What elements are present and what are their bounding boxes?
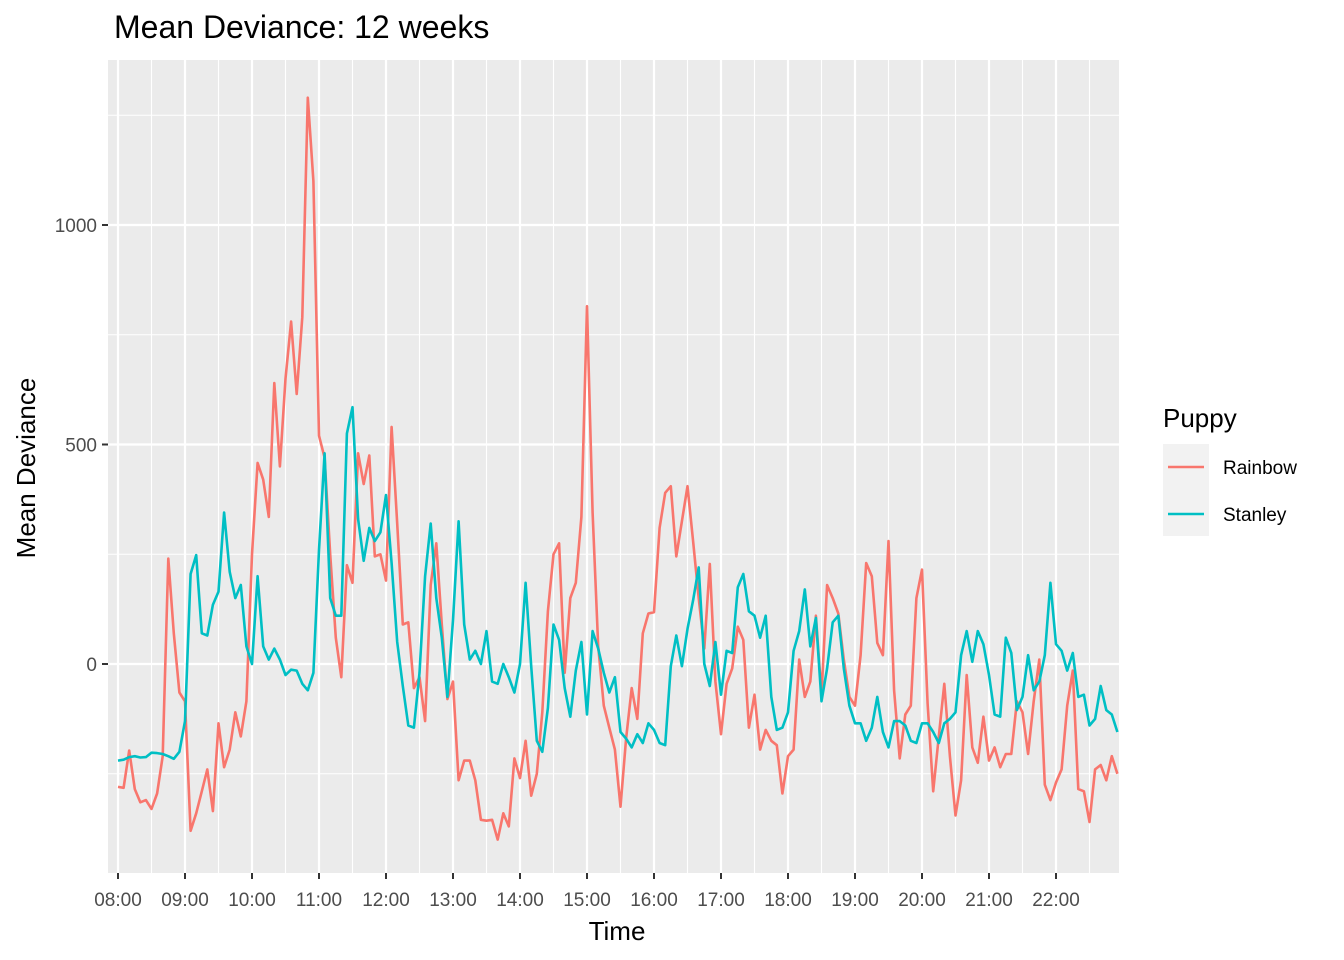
legend-label-rainbow: Rainbow <box>1223 458 1297 479</box>
x-tick-label: 12:00 <box>362 890 410 911</box>
legend-title: Puppy <box>1163 403 1237 433</box>
x-tick-label: 20:00 <box>898 890 946 911</box>
y-axis-title: Mean Deviance <box>11 378 41 559</box>
series-line-rainbow <box>117 96 1119 841</box>
series-lines <box>117 96 1119 841</box>
x-tick-label: 22:00 <box>1032 890 1080 911</box>
x-tick-label: 11:00 <box>296 890 342 911</box>
x-tick-label: 14:00 <box>496 890 544 911</box>
y-tick-label: 1000 <box>55 216 97 237</box>
x-tick-label: 10:00 <box>228 890 276 911</box>
grid-major <box>108 60 1119 873</box>
y-tick-label: 0 <box>86 655 97 676</box>
x-tick-label: 19:00 <box>831 890 879 911</box>
grid-minor <box>108 60 1119 873</box>
series-line-stanley <box>117 405 1119 762</box>
x-tick-label: 16:00 <box>630 890 678 911</box>
y-tick-label: 500 <box>65 436 97 457</box>
chart-title: Mean Deviance: 12 weeks <box>114 9 489 45</box>
x-tick-label: 15:00 <box>563 890 611 911</box>
legend-key-background <box>1163 444 1209 536</box>
y-axis: 0 500 1000 <box>55 216 108 676</box>
x-tick-label: 08:00 <box>94 890 142 911</box>
x-tick-label: 18:00 <box>764 890 812 911</box>
legend-label-stanley: Stanley <box>1223 505 1287 526</box>
x-tick-label: 17:00 <box>697 890 745 911</box>
x-axis: 08:00 09:00 10:00 11:00 12:00 13:00 14:00 15:00… <box>94 873 1080 911</box>
x-tick-label: 13:00 <box>429 890 477 911</box>
legend: Puppy Rainbow Stanley <box>1163 403 1297 536</box>
x-tick-label: 09:00 <box>161 890 209 911</box>
x-tick-label: 21:00 <box>965 890 1013 911</box>
plot-panel <box>108 60 1119 873</box>
x-axis-title: Time <box>589 916 646 946</box>
